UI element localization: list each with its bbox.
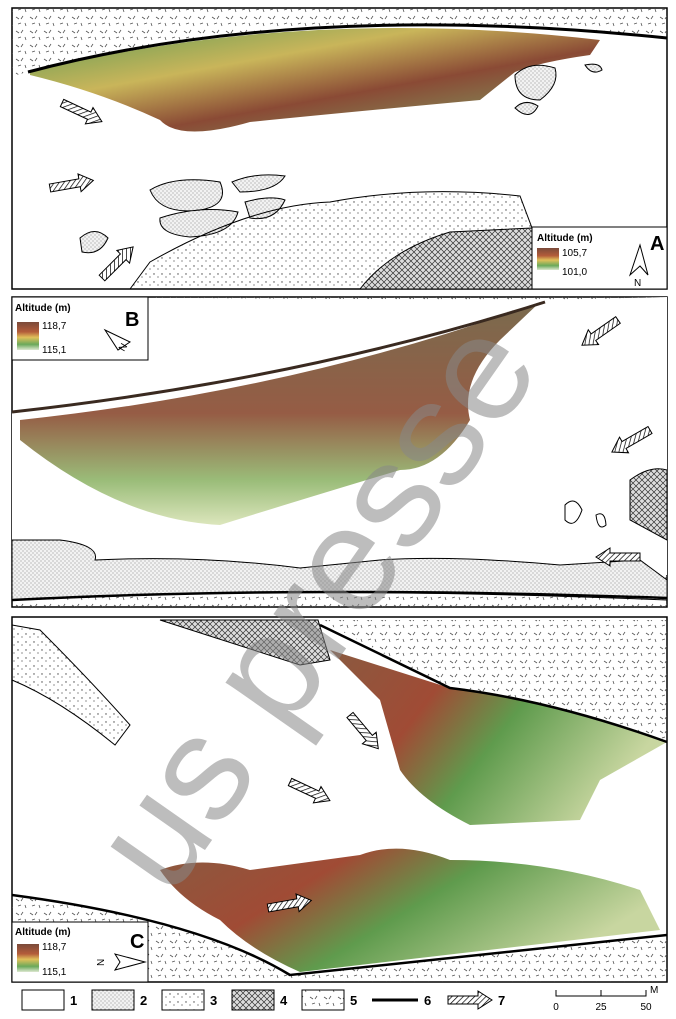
legend-row: 1 2 3 4 5 6 7 0 25 50 M xyxy=(21,985,658,1013)
panel-b: Altitude (m) 118,7 115,1 B N xyxy=(11,296,668,608)
legend-max: 118,7 xyxy=(42,321,67,332)
scale-tick: 50 xyxy=(640,1002,652,1013)
legend-max: 118,7 xyxy=(42,942,67,953)
legend-item: 7 xyxy=(498,993,505,1008)
legend-item: 4 xyxy=(280,993,288,1008)
scale-tick: 0 xyxy=(553,1002,559,1013)
legend-title: Altitude (m) xyxy=(15,927,71,938)
panel-a: Altitude (m) 105,7 101,0 A N xyxy=(11,7,668,290)
scale-tick: 25 xyxy=(595,1002,607,1013)
legend-title: Altitude (m) xyxy=(15,303,71,314)
north-label: N xyxy=(96,959,107,966)
legend-title: Altitude (m) xyxy=(537,233,593,244)
panel-label: B xyxy=(125,309,139,331)
legend-max: 105,7 xyxy=(562,248,587,259)
north-label: N xyxy=(634,278,641,289)
panel-c: Altitude (m) 118,7 115,1 C N xyxy=(11,616,668,983)
north-label: N xyxy=(117,342,130,354)
legend-min: 115,1 xyxy=(42,345,67,356)
panel-label: A xyxy=(650,233,664,255)
legend-item: 2 xyxy=(140,993,147,1008)
legend-item: 3 xyxy=(210,993,217,1008)
legend-item: 1 xyxy=(70,993,77,1008)
legend-min: 115,1 xyxy=(42,967,67,978)
legend-min: 101,0 xyxy=(562,267,587,278)
legend-item: 5 xyxy=(350,993,357,1008)
panel-label: C xyxy=(130,931,144,953)
legend-item: 6 xyxy=(424,993,431,1008)
scale-unit: M xyxy=(650,985,658,996)
